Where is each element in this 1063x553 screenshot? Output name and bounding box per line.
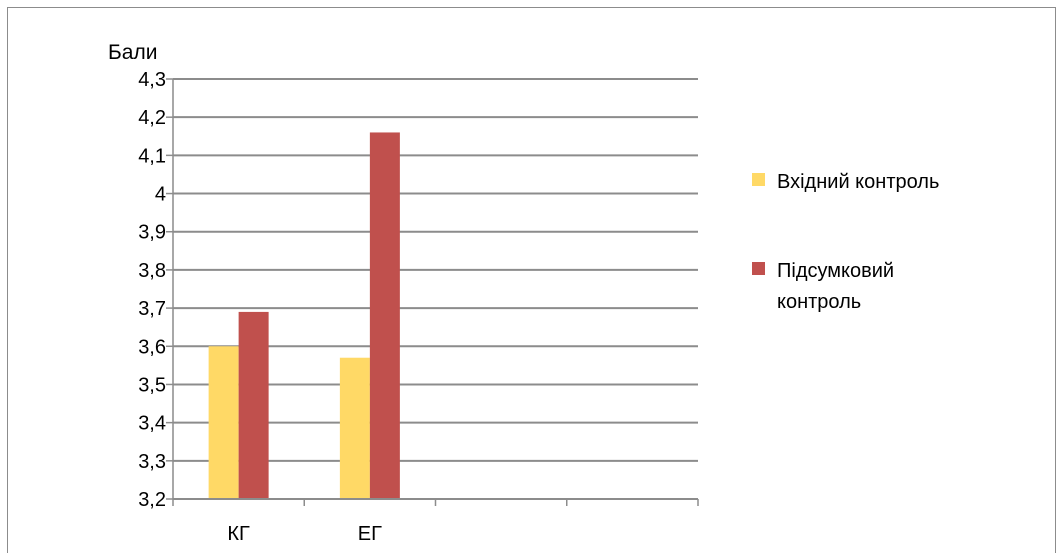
y-tick-label: 3,5	[138, 374, 166, 396]
legend-label: Підсумковий контроль	[777, 260, 894, 313]
x-tick-label: КГ	[227, 523, 250, 545]
y-tick-labels: 3,2 3,3 3,4 3,5 3,6 3,7 3,8 3,9 4 4,1 4,2 4,3	[138, 69, 166, 511]
y-tick-label: 4	[155, 184, 166, 206]
x-tick-labels: КГ ЕГ	[227, 523, 382, 545]
bars	[208, 132, 400, 500]
bar	[369, 132, 400, 500]
y-tick-label: 3,2	[138, 489, 166, 511]
y-tick-label: 4,3	[138, 69, 166, 91]
y-tick-label: 3,7	[138, 298, 166, 320]
legend-swatch	[752, 262, 765, 275]
chart-frame	[7, 7, 1056, 553]
y-tick-label: 3,8	[138, 260, 166, 282]
axes	[172, 79, 699, 506]
y-tick-label: 3,4	[138, 413, 166, 435]
x-tick-label: ЕГ	[358, 523, 382, 545]
y-tick-label: 3,9	[138, 222, 166, 244]
legend-label: Вхідний контроль	[777, 171, 939, 193]
bar	[238, 311, 269, 499]
bar	[208, 346, 239, 499]
y-axis-title: Бали	[108, 41, 157, 64]
bar	[339, 357, 370, 499]
y-tick-label: 3,6	[138, 336, 166, 358]
legend: Вхідний контроль Підсумковий контроль	[752, 171, 939, 313]
y-tick-label: 4,2	[138, 107, 166, 129]
legend-swatch	[752, 173, 765, 186]
y-tick-label: 3,3	[138, 451, 166, 473]
y-tick-label: 4,1	[138, 145, 166, 167]
